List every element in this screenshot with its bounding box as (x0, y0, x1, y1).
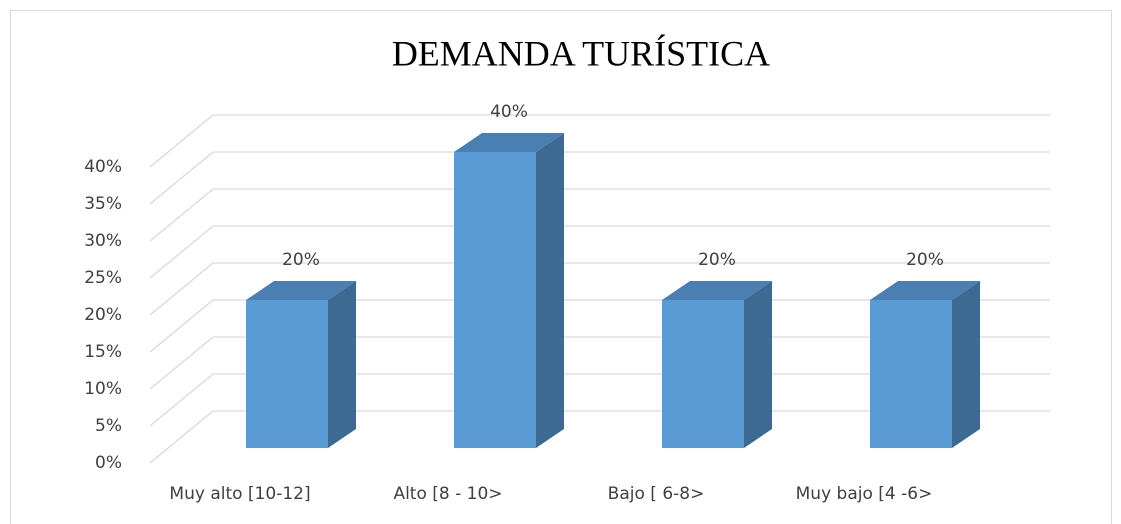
bar-top (870, 281, 980, 300)
x-tick-label: Alto [8 - 10> (393, 484, 502, 504)
y-tick-label: 30% (84, 231, 122, 251)
bar (246, 281, 356, 448)
grid-line (149, 114, 214, 168)
bar-top (454, 133, 564, 152)
y-tick-label: 10% (84, 379, 122, 399)
bar (870, 281, 980, 448)
bar-side (328, 281, 356, 448)
y-tick-label: 25% (84, 268, 122, 288)
chart-title: DEMANDA TURÍSTICA (392, 33, 770, 73)
y-tick-label: 40% (84, 157, 122, 177)
x-tick-label: Muy bajo [4 -6> (796, 484, 933, 504)
y-tick-label: 20% (84, 305, 122, 325)
y-tick-label: 15% (84, 342, 122, 362)
data-label: 20% (282, 250, 320, 270)
bar (662, 281, 772, 448)
grid-line (149, 299, 214, 353)
grid-line (149, 336, 214, 390)
grid-line (149, 410, 214, 464)
bar-top (246, 281, 356, 300)
chart-border (10, 10, 1112, 524)
bar (454, 133, 564, 448)
grid-line (149, 151, 214, 205)
bar-side (744, 281, 772, 448)
x-tick-label: Bajo [ 6-8> (608, 484, 705, 504)
bar-top (662, 281, 772, 300)
data-label: 20% (906, 250, 944, 270)
grid-line (149, 262, 214, 316)
data-label: 40% (490, 102, 528, 122)
grid-line (149, 225, 214, 279)
bar-front (454, 152, 536, 448)
bar-front (662, 300, 744, 448)
bar-front (870, 300, 952, 448)
y-tick-label: 5% (95, 416, 122, 436)
y-tick-label: 0% (95, 453, 122, 473)
bar-front (246, 300, 328, 448)
x-tick-label: Muy alto [10-12] (169, 484, 310, 504)
data-label: 20% (698, 250, 736, 270)
bar-side (952, 281, 980, 448)
bar-side (536, 133, 564, 448)
grid-line (149, 188, 214, 242)
grid-line (149, 373, 214, 427)
y-tick-label: 35% (84, 194, 122, 214)
